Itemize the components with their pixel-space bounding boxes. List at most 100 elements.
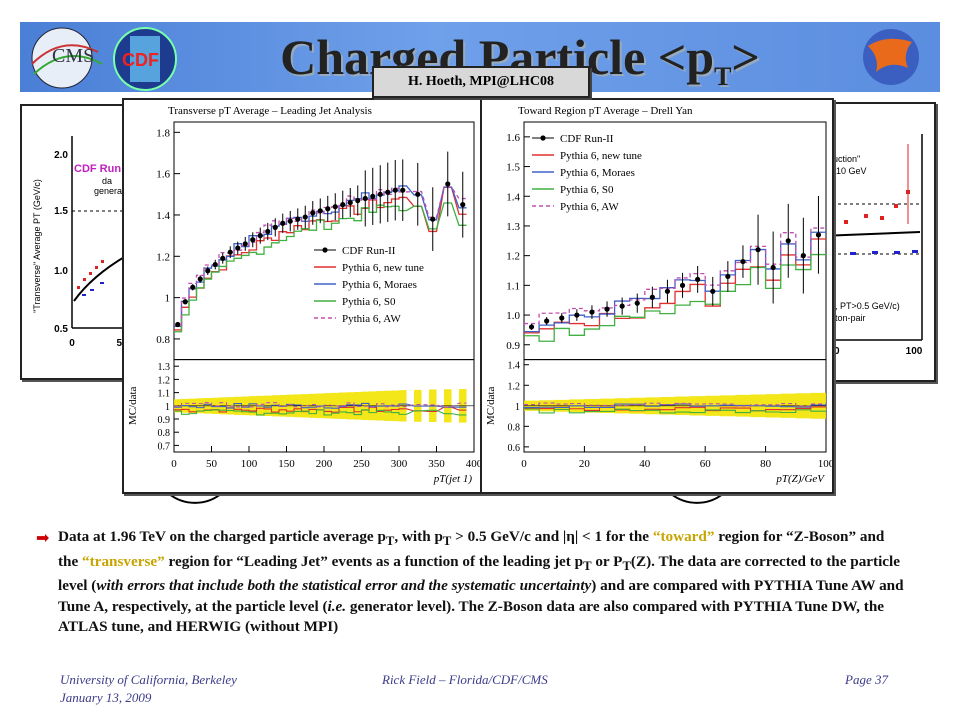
data-point [725,273,731,280]
chart-drell-yan: Toward Region pT Average – Drell Yan 0.9 1… [480,98,834,494]
ratio-tick-label: 0.8 [158,428,171,439]
cms-logo: CMS [22,24,108,90]
x-tick-label: 40 [639,458,651,470]
footer-author: Rick Field – Florida/CDF/CMS [382,672,548,687]
bullet-arrow-icon: ➡ [36,530,50,547]
data-point [710,288,716,294]
main-frame [173,121,475,361]
data-point [544,318,550,324]
left-bg-blue-points [82,282,104,296]
data-point [272,224,278,230]
legend-label: Pythia 6, S0 [342,296,396,308]
y-tick-label: 1.0 [506,310,520,322]
left-bg-legend: CDF Run [74,163,121,175]
left-bg-ytick: 1.0 [54,266,68,277]
ratio-tick-label: 0.7 [158,441,171,452]
ratio-axis-label: MC/data [485,386,497,425]
data-point [815,232,822,238]
ratio-tick-label: 0.9 [158,415,171,426]
legend-label: Pythia 6, AW [342,313,401,325]
ratio-tick-label: 1.4 [508,361,521,372]
chart-leading-jet: Transverse pT Average – Leading Jet Anal… [122,98,482,494]
left-bg-ytick: 1.5 [54,206,68,217]
legend-label: Pythia 6, Moraes [342,279,417,291]
left-bg-xtick: 50 [116,338,126,349]
legend-marker [540,135,546,141]
data-point [415,191,421,197]
chart-title: Toward Region pT Average – Drell Yan [518,105,693,117]
x-axis-label: pT(Z)/GeV [775,473,825,485]
legend-label: CDF Run-II [560,133,614,145]
data-point [242,241,248,247]
y-tick-label: 1.6 [156,169,170,181]
data-point [664,288,671,294]
data-point [197,276,203,282]
data-point [649,294,655,300]
data-point [235,245,241,251]
x-tick-label: 0 [171,458,177,470]
data-point [265,228,271,235]
right-bg-xtick: 80 [828,346,840,357]
legend-label: Pythia 6, S0 [560,184,614,196]
legend-label: Pythia 6, new tune [560,150,642,162]
ratio-tick-label: 1.2 [508,381,521,392]
data-point [332,204,338,210]
right-bg-xtick: 100 [906,346,923,357]
ratio-tick-label: 1 [515,402,520,413]
ratio-line-3 [174,409,467,416]
toward-highlight: “toward” [652,528,715,545]
data-point [182,299,188,305]
data-point [400,187,406,193]
x-tick-label: 60 [700,458,712,470]
hoeth-label: H. Hoeth, MPI@LHC08 [372,66,590,98]
data-point [347,199,353,206]
footer-institution: University of California, Berkeley [60,672,237,687]
y-tick-label: 1.4 [506,191,520,203]
ratio-tick-label: 0.8 [508,422,521,433]
ratio-tick-label: 1.3 [158,362,171,373]
left-bg-red-points [77,260,104,289]
data-point [589,309,595,315]
x-tick-label: 150 [278,458,295,470]
series-line-3 [174,202,467,333]
right-bg-legend: duction" [828,154,860,164]
x-tick-label: 350 [428,458,445,470]
data-point [740,258,746,265]
legend-label: Pythia 6, new tune [342,262,424,274]
legend-label: Pythia 6, Moraes [560,167,635,179]
data-point [310,210,316,216]
right-bg-legend: 10 GeV [836,166,867,176]
legend-label: CDF Run-II [342,245,396,257]
left-bg-legend: genera [94,186,122,196]
right-bg-legend: oton-pair [830,313,866,323]
data-point [574,312,580,318]
data-point [212,261,218,268]
data-point [785,238,791,244]
y-tick-label: 0.9 [506,340,520,352]
data-point [377,191,383,197]
svg-text:CMS: CMS [52,45,94,67]
data-point [175,321,181,328]
data-point [302,214,308,220]
ratio-tick-label: 1.2 [158,375,171,386]
right-background-plot: duction" 10 GeV 0, PT>0.5 GeV/c) oton-pa… [818,102,936,382]
left-bg-ytick: 0.5 [54,324,68,335]
y-tick-label: 1.5 [506,162,520,174]
left-bg-legend: da [102,176,112,186]
data-point [392,187,398,193]
data-point [355,197,361,204]
left-background-plot: "Transverse" Average PT (GeV/c) 2.0 1.5 … [20,104,128,380]
legend-marker [322,247,328,253]
y-tick-label: 1.3 [506,221,520,233]
chart-drell-yan-svg: Toward Region pT Average – Drell Yan 0.9 1… [485,105,832,485]
ratio-tick-label: 1 [165,402,170,413]
x-tick-label: 50 [206,458,218,470]
data-point [695,276,701,283]
data-point [770,264,776,271]
y-tick-label: 1.1 [506,280,520,292]
chart-title: Transverse pT Average – Leading Jet Anal… [168,105,372,117]
x-tick-label: 200 [316,458,333,470]
x-tick-label: 250 [353,458,370,470]
left-bg-ylabel: "Transverse" Average PT (GeV/c) [32,179,42,313]
x-tick-label: 100 [818,458,832,470]
